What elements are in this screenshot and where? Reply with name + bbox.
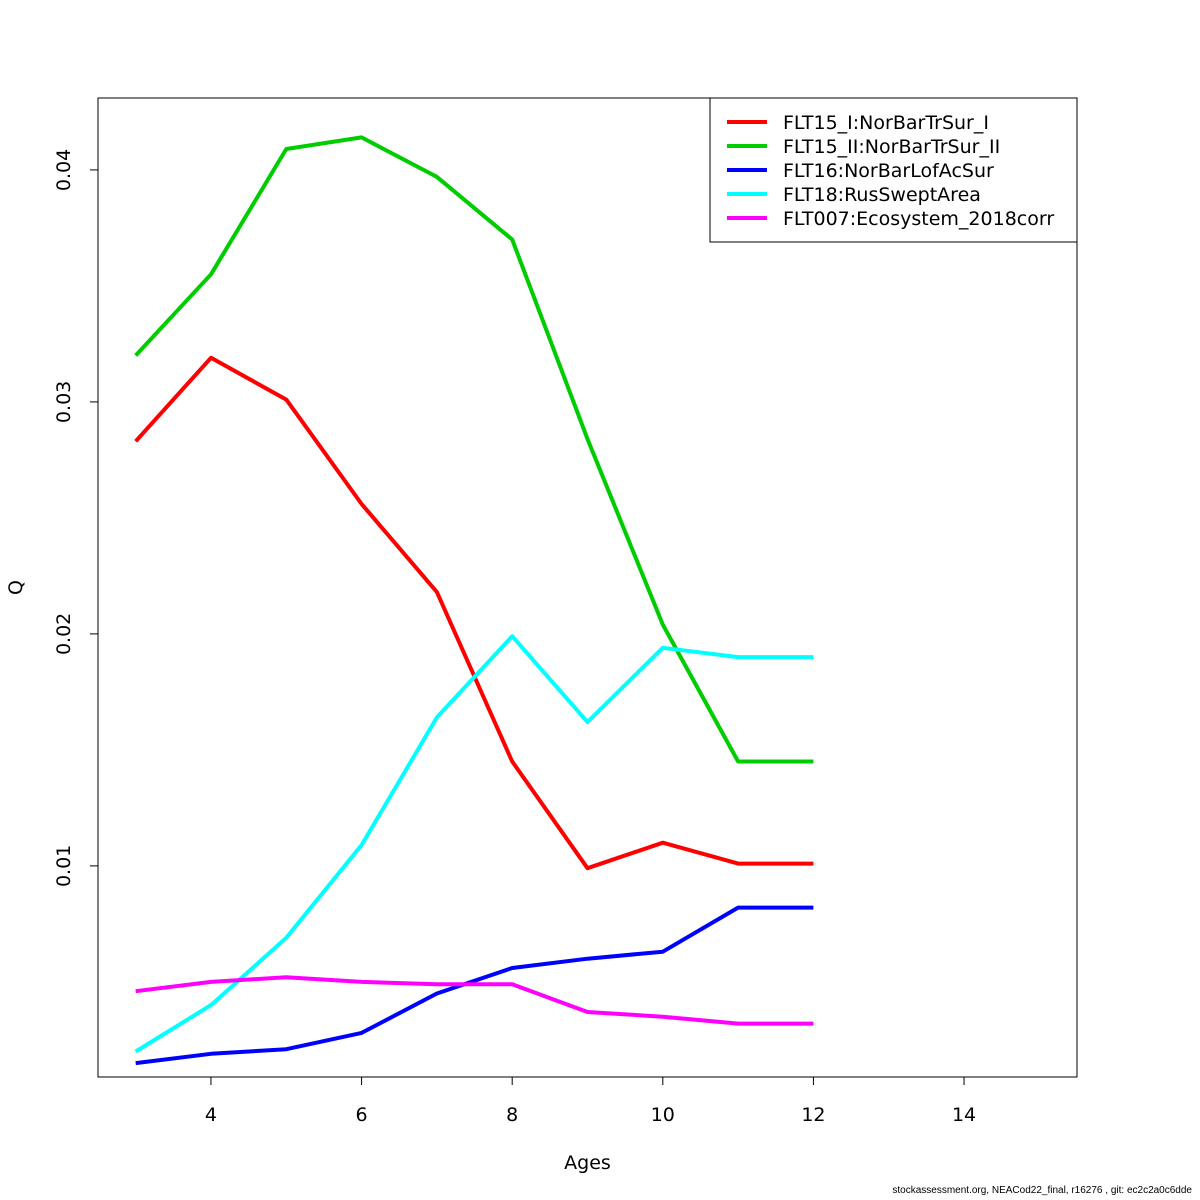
y-tick-label: 0.03 (53, 381, 75, 423)
legend-box (709, 97, 1078, 243)
x-axis: 4 6 8 10 12 14 (205, 1077, 976, 1126)
x-tick-label: 12 (801, 1104, 825, 1126)
legend-label: FLT18:RusSweptArea (783, 184, 981, 206)
series-lines (134, 135, 814, 1066)
x-tick-label: 8 (506, 1104, 518, 1126)
series-line (135, 975, 814, 1026)
plot-frame (97, 97, 1078, 1078)
legend: FLT15_I:NorBarTrSur_IFLT15_II:NorBarTrSu… (709, 97, 1078, 243)
legend-label: FLT16:NorBarLofAcSur (783, 160, 994, 182)
series-line (134, 634, 814, 1054)
series-line (134, 135, 814, 764)
y-tick-label: 0.02 (53, 613, 75, 655)
x-tick-label: 6 (356, 1104, 368, 1126)
legend-label: FLT007:Ecosystem_2018corr (783, 208, 1054, 230)
legend-label: FLT15_II:NorBarTrSur_II (783, 136, 1000, 158)
x-tick-label: 10 (651, 1104, 675, 1126)
y-tick-label: 0.04 (53, 149, 75, 191)
series-line (135, 905, 814, 1066)
y-axis-title: Q (5, 580, 27, 595)
x-tick-label: 14 (952, 1104, 976, 1126)
y-axis: 0.01 0.02 0.03 0.04 (53, 149, 98, 887)
y-tick-label: 0.01 (53, 845, 75, 887)
x-axis-title: Ages (564, 1152, 611, 1174)
footer-credit: stockassessment.org, NEACod22_final, r16… (892, 1185, 1192, 1196)
x-tick-label: 4 (205, 1104, 217, 1126)
legend-label: FLT15_I:NorBarTrSur_I (783, 112, 989, 134)
